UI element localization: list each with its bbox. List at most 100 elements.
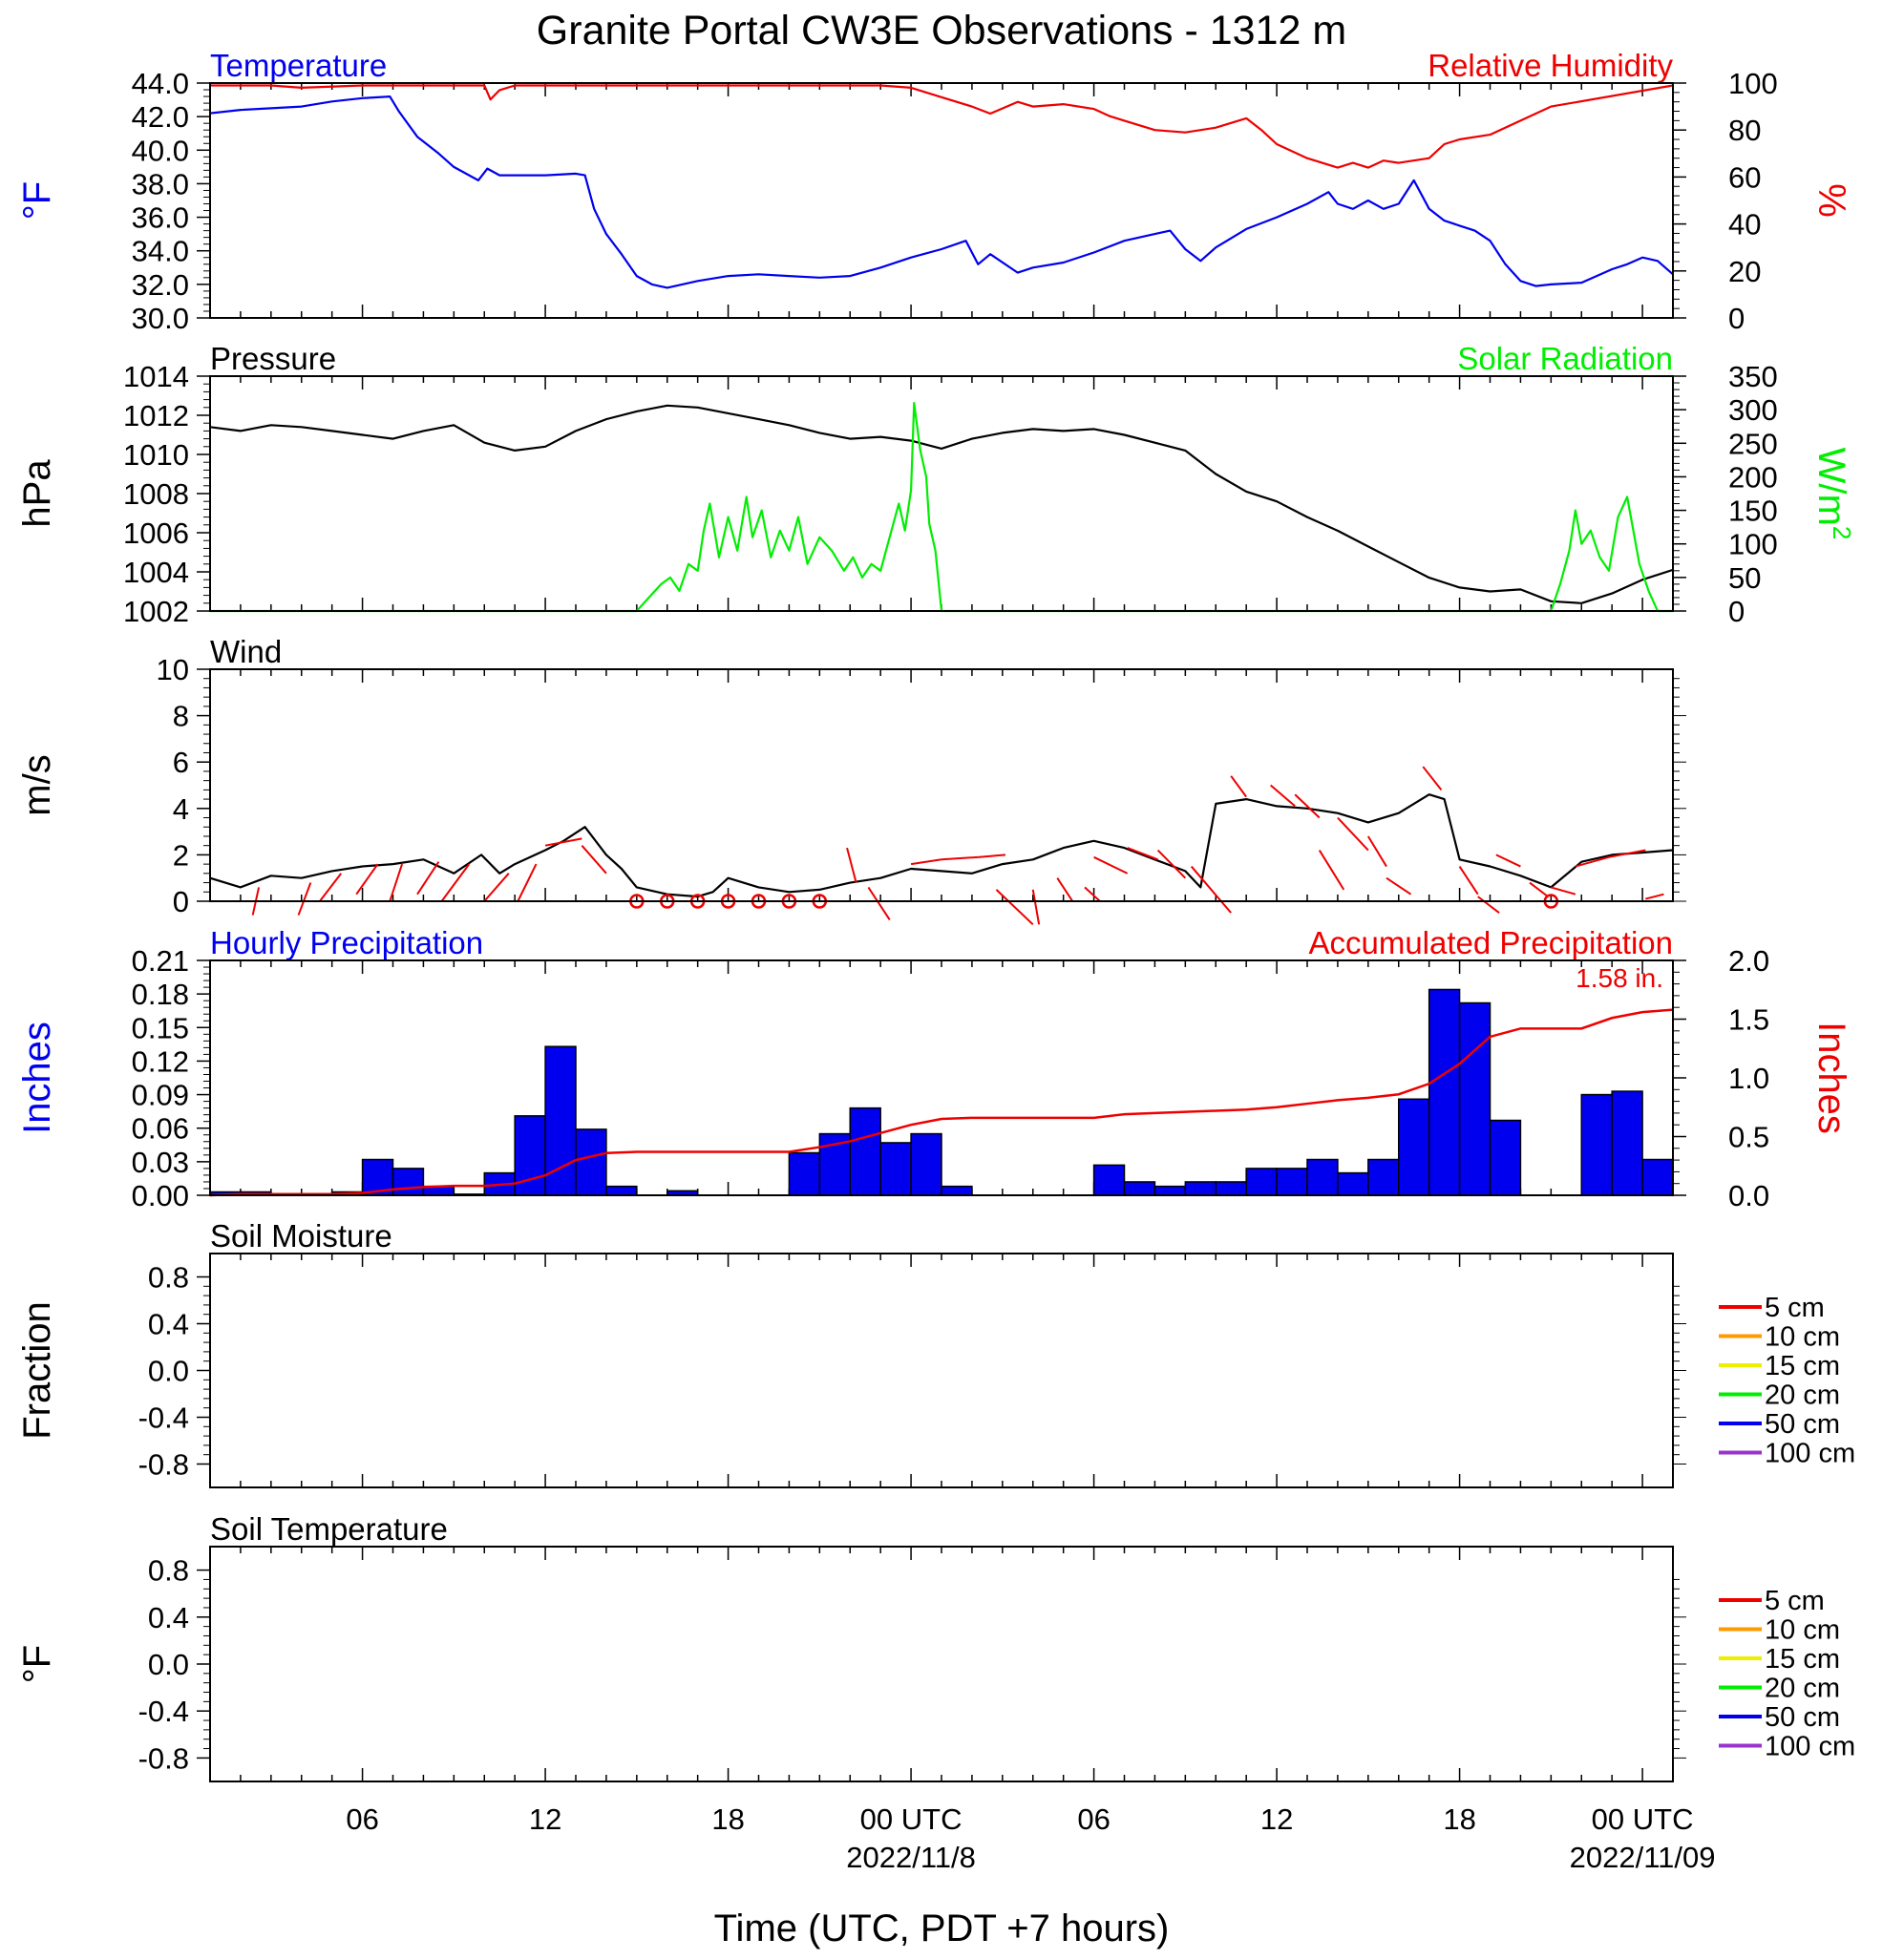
wind-barb <box>1386 876 1412 896</box>
precip-bar <box>1337 1171 1369 1196</box>
series-line-0 <box>210 793 1673 898</box>
precip-bar <box>575 1128 607 1196</box>
y-right-tick-label: 0 <box>1728 595 1745 628</box>
legend-label: 100 cm <box>1765 1439 1855 1469</box>
wind-barb <box>1458 866 1479 896</box>
y-tick-label: 36.0 <box>132 201 189 235</box>
y-right-tick-label: 150 <box>1728 495 1778 528</box>
precip-bar <box>1580 1093 1613 1196</box>
y-tick-label: 0.21 <box>132 944 189 978</box>
precip-bar <box>1092 1164 1126 1196</box>
y-axis-units: m/s <box>16 754 58 815</box>
wind-barb <box>581 845 607 875</box>
y-right-tick-label: 20 <box>1728 255 1761 288</box>
wind-barb <box>1422 766 1443 790</box>
precip-bar <box>1641 1158 1673 1196</box>
precip-bar <box>1276 1168 1308 1196</box>
plot-area <box>210 402 1673 613</box>
wind-barb <box>1084 886 1101 902</box>
y-tick-label: 2 <box>173 838 189 872</box>
legend-label: 50 cm <box>1765 1409 1840 1440</box>
precip-bar <box>1367 1158 1400 1196</box>
y-right-tick-label: 1.5 <box>1728 1003 1769 1037</box>
precip-bar <box>1184 1181 1217 1196</box>
wind-barb <box>1337 816 1369 852</box>
wind-barb <box>319 873 343 902</box>
wind-barb <box>1318 850 1345 891</box>
precip-bar <box>1489 1119 1522 1196</box>
y-tick-label: 1014 <box>123 360 189 393</box>
precip-bar <box>1306 1158 1339 1196</box>
panel-wind: 0 2 4 6 8 10 Wind m/s <box>16 634 1686 926</box>
y-tick-label: 10 <box>157 653 189 686</box>
precip-bar <box>1215 1181 1247 1196</box>
x-tick-label: 06 <box>346 1802 378 1836</box>
panel-left-label: Wind <box>210 634 282 669</box>
y-right-tick-label: 250 <box>1728 427 1778 460</box>
precip-bar <box>1428 988 1461 1196</box>
x-date-label: 2022/11/8 <box>846 1841 976 1874</box>
panel-right-label: Accumulated Precipitation <box>1308 925 1673 960</box>
y-tick-label: 0.00 <box>132 1179 189 1212</box>
panel-frame <box>209 375 1674 612</box>
plot-area <box>210 84 1673 289</box>
y-tick-label: 0.4 <box>148 1601 189 1634</box>
y-tick-label: 34.0 <box>132 235 189 268</box>
x-tick-label: 18 <box>711 1802 744 1836</box>
wind-barb <box>1608 849 1646 858</box>
x-tick-label: 12 <box>529 1802 561 1836</box>
precip-bar <box>605 1185 638 1196</box>
series-line-1 <box>210 84 1673 169</box>
wind-barb <box>1529 881 1549 897</box>
wind-barb <box>1156 849 1187 879</box>
chart-title: Granite Portal CW3E Observations - 1312 … <box>537 8 1346 53</box>
wind-barbs <box>251 766 1664 926</box>
y-right-tick-label: 40 <box>1728 208 1761 242</box>
y-right-tick-label: 200 <box>1728 460 1778 494</box>
panel-left-label: Pressure <box>210 341 336 376</box>
y-right-tick-label: 350 <box>1728 360 1778 393</box>
plot-area <box>210 793 1673 898</box>
wind-barb <box>297 882 312 916</box>
wind-barb <box>355 863 379 896</box>
wind-barb <box>1230 775 1247 798</box>
precip-bar <box>910 1132 942 1196</box>
x-tick-label: 12 <box>1260 1802 1293 1836</box>
y-right-tick-label: 80 <box>1728 114 1761 147</box>
panel-right-label: Relative Humidity <box>1428 48 1673 83</box>
precip-bar <box>879 1142 912 1196</box>
legend-label: 15 cm <box>1765 1644 1840 1675</box>
precip-bar <box>1398 1098 1430 1196</box>
wind-barb <box>1477 896 1500 914</box>
x-axis-label: Time (UTC, PDT +7 hours) <box>714 1907 1170 1949</box>
y-tick-label: -0.8 <box>138 1448 189 1482</box>
wind-barb <box>1366 835 1387 868</box>
y-tick-label: 0.8 <box>148 1554 189 1588</box>
y-tick-label: 40.0 <box>132 134 189 167</box>
y-axis-right-units: Inches <box>1810 1022 1852 1134</box>
accum-total-annotation: 1.58 in. <box>1576 963 1663 993</box>
plot-area <box>210 988 1673 1197</box>
y-right-tick-label: 100 <box>1728 528 1778 561</box>
wind-barb <box>1056 877 1074 902</box>
wind-barb <box>995 889 1034 926</box>
y-tick-label: 1008 <box>123 477 189 511</box>
y-tick-label: 0.03 <box>132 1146 189 1179</box>
y-tick-label: -0.4 <box>138 1402 189 1435</box>
wind-barb <box>389 863 404 902</box>
y-right-tick-label: 0.0 <box>1728 1179 1769 1212</box>
legend-label: 10 cm <box>1765 1615 1840 1646</box>
series-line-1 <box>210 402 1673 613</box>
wind-barb <box>846 847 857 883</box>
panel-left-label: Soil Moisture <box>210 1218 392 1254</box>
wind-barb <box>416 861 440 896</box>
x-date-label: 2022/11/09 <box>1570 1841 1716 1874</box>
wind-barb <box>1551 886 1576 896</box>
y-tick-label: 0.09 <box>132 1079 189 1112</box>
y-axis-units: °F <box>16 181 58 220</box>
y-tick-label: 0.0 <box>148 1355 189 1388</box>
y-tick-label: 1012 <box>123 399 189 432</box>
wind-barb <box>1294 793 1321 819</box>
